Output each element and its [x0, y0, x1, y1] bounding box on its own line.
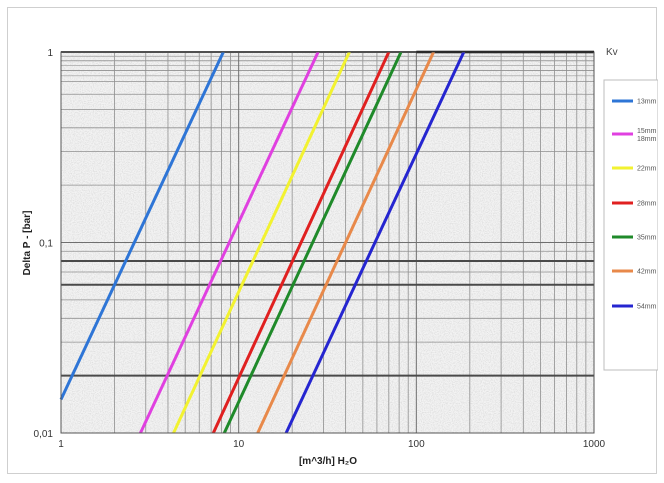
legend-label: 18mm: [637, 136, 657, 143]
chart-frame: 1 10 100 1000 0,01 0,1 1 [m^3/h] H₂O Delta P …: [7, 7, 658, 474]
series-line-42mm: [256, 51, 435, 434]
series-line-54mm: [284, 51, 466, 434]
y-axis-title: Delta P - [bar]: [22, 211, 33, 276]
x-tick-label: 1: [58, 439, 64, 450]
series-line-22mm: [172, 51, 351, 434]
legend-label: 13mm: [637, 99, 657, 106]
legend-label: 54mm: [637, 304, 657, 311]
x-tick-label: 1000: [583, 439, 606, 450]
legend-label: 35mm: [637, 235, 657, 242]
series-lines: [59, 51, 466, 434]
kv-chart: 1 10 100 1000 0,01 0,1 1 [m^3/h] H₂O Delta P …: [22, 47, 658, 467]
x-tick-labels: 1 10 100 1000: [58, 439, 605, 450]
y-tick-label: 0,1: [39, 239, 53, 250]
legend-box: [603, 79, 658, 371]
legend-title: Kv: [606, 47, 618, 58]
series-line-13mm: [59, 51, 225, 401]
x-tick-label: 100: [408, 439, 425, 450]
x-axis-title: [m^3/h] H₂O: [299, 456, 357, 467]
legend-label: 42mm: [637, 269, 657, 276]
y-tick-label: 0,01: [34, 429, 54, 440]
y-tick-label: 1: [47, 48, 53, 59]
legend-label: 22mm: [637, 166, 657, 173]
series-line-15mm-18mm: [139, 51, 320, 434]
legend-label: 15mm: [637, 128, 657, 135]
y-tick-labels: 0,01 0,1 1: [34, 48, 54, 440]
legend-label: 28mm: [637, 201, 657, 208]
series-line-28mm: [211, 51, 391, 434]
series-line-35mm: [222, 51, 403, 434]
x-tick-label: 10: [233, 439, 245, 450]
plot-border: [60, 51, 595, 434]
